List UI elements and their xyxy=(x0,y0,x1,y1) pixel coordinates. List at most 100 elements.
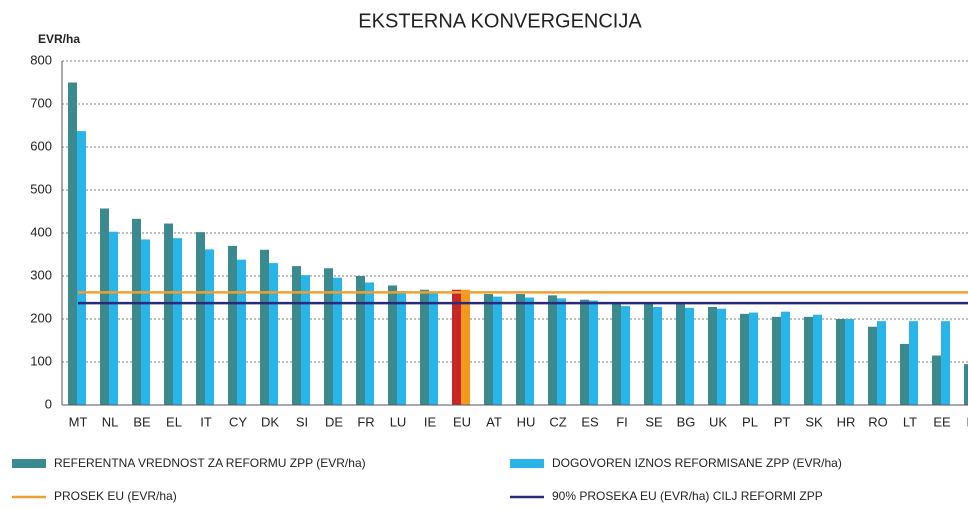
bar xyxy=(141,239,150,405)
bar xyxy=(781,311,790,405)
bar xyxy=(900,343,909,405)
x-tick-label: FR xyxy=(357,414,374,429)
bar xyxy=(557,298,566,405)
bar xyxy=(708,306,717,405)
legend-swatch xyxy=(510,459,544,468)
bar xyxy=(301,275,310,405)
bar xyxy=(429,292,438,405)
bar xyxy=(388,285,397,405)
legend-label: 90% PROSEKA EU (EVR/ha) CILJ REFORMI ZPP xyxy=(552,489,823,503)
bar xyxy=(452,289,461,405)
y-tick-label: 600 xyxy=(30,138,52,153)
x-tick-label: EL xyxy=(166,414,182,429)
bar xyxy=(516,294,525,405)
x-tick-label: CY xyxy=(229,414,247,429)
bar xyxy=(932,355,941,405)
x-tick-label: FI xyxy=(616,414,628,429)
x-tick-label: HR xyxy=(837,414,856,429)
bar xyxy=(909,321,918,405)
y-tick-label: 700 xyxy=(30,95,52,110)
x-tick-label: PL xyxy=(742,414,758,429)
bar xyxy=(589,300,598,405)
x-tick-label: PT xyxy=(774,414,791,429)
x-tick-label: ES xyxy=(581,414,599,429)
y-tick-label: 500 xyxy=(30,181,52,196)
x-tick-label: MT xyxy=(69,414,88,429)
bar xyxy=(461,289,470,405)
x-tick-label: EU xyxy=(453,414,471,429)
bar xyxy=(653,306,662,405)
bar xyxy=(580,299,589,405)
x-tick-label: EE xyxy=(933,414,951,429)
x-tick-label: IE xyxy=(424,414,437,429)
bar xyxy=(260,249,269,405)
bar xyxy=(676,303,685,405)
bar xyxy=(836,319,845,405)
y-tick-label: 300 xyxy=(30,267,52,282)
bar xyxy=(77,131,86,405)
chart-title: EKSTERNA KONVERGENCIJA xyxy=(358,10,642,32)
bar xyxy=(365,282,374,405)
x-tick-label: LU xyxy=(390,414,407,429)
bar xyxy=(228,245,237,405)
legend-label: REFERENTNA VREDNOST ZA REFORMU ZPP (EVR/… xyxy=(54,456,366,470)
bar xyxy=(173,238,182,405)
bar xyxy=(324,268,333,405)
bar xyxy=(196,232,205,405)
bar xyxy=(132,218,141,405)
y-tick-label: 800 xyxy=(30,52,52,67)
bar xyxy=(420,289,429,405)
bar xyxy=(621,306,630,405)
x-tick-label: LT xyxy=(903,414,917,429)
legend-label: PROSEK EU (EVR/ha) xyxy=(54,489,177,503)
bar xyxy=(68,82,77,405)
bar xyxy=(685,307,694,405)
y-tick-label: 0 xyxy=(45,396,52,411)
bar xyxy=(740,313,749,405)
x-tick-label: HU xyxy=(517,414,536,429)
bar xyxy=(333,277,342,405)
bar xyxy=(269,263,278,405)
bar xyxy=(964,364,968,405)
bar xyxy=(100,208,109,405)
bar xyxy=(845,319,854,405)
bar xyxy=(164,223,173,405)
y-tick-label: 100 xyxy=(30,353,52,368)
bar xyxy=(292,266,301,405)
legend-swatch xyxy=(12,459,46,468)
x-tick-label: SE xyxy=(645,414,663,429)
x-tick-label: BG xyxy=(677,414,696,429)
legend-label: DOGOVOREN IZNOS REFORMISANE ZPP (EVR/ha) xyxy=(552,456,842,470)
x-tick-label: LV xyxy=(967,414,968,429)
x-tick-label: SI xyxy=(296,414,308,429)
bar xyxy=(941,321,950,405)
y-tick-label: 400 xyxy=(30,224,52,239)
bar xyxy=(525,297,534,405)
x-tick-label: AT xyxy=(486,414,502,429)
x-tick-label: CZ xyxy=(549,414,566,429)
x-tick-label: IT xyxy=(200,414,212,429)
x-tick-label: RO xyxy=(868,414,888,429)
y-axis-label: EVR/ha xyxy=(38,32,80,46)
x-tick-label: BE xyxy=(133,414,151,429)
bar xyxy=(717,308,726,405)
bar xyxy=(749,312,758,405)
bar xyxy=(548,295,557,405)
x-tick-label: SK xyxy=(805,414,823,429)
bar xyxy=(237,259,246,405)
bar xyxy=(804,316,813,405)
bar xyxy=(356,276,365,405)
x-tick-label: DE xyxy=(325,414,343,429)
y-tick-label: 200 xyxy=(30,310,52,325)
bar xyxy=(644,303,653,405)
x-tick-label: UK xyxy=(709,414,727,429)
bar xyxy=(868,326,877,405)
bar xyxy=(493,296,502,405)
bar xyxy=(109,231,118,405)
bar xyxy=(772,316,781,405)
bar xyxy=(877,321,886,405)
bar xyxy=(813,314,822,405)
bar xyxy=(397,291,406,405)
x-tick-label: NL xyxy=(102,414,119,429)
